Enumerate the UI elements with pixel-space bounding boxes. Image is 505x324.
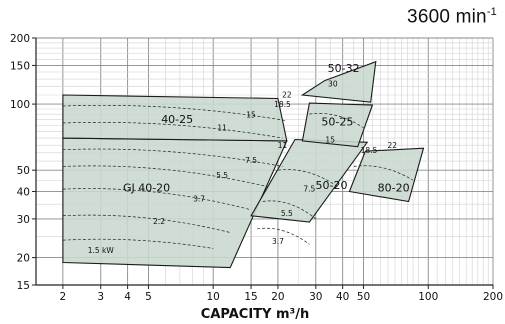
power-label: 15 bbox=[325, 135, 335, 144]
curve-50-20-b bbox=[262, 200, 317, 220]
x-tick-label: 2 bbox=[60, 291, 67, 303]
y-tick-label: 20 bbox=[17, 253, 30, 265]
speed-value: 3600 min bbox=[407, 6, 487, 28]
x-tick-label: 100 bbox=[418, 291, 438, 303]
power-label: 18.5 bbox=[361, 146, 378, 155]
power-label: 18.5 bbox=[274, 100, 291, 109]
y-tick-label: 150 bbox=[10, 60, 30, 72]
region-50-25 bbox=[301, 102, 374, 148]
x-tick-label: 20 bbox=[271, 291, 284, 303]
x-tick-label: 4 bbox=[124, 291, 131, 303]
curve-50-25 bbox=[309, 113, 364, 129]
curve-1-5kw bbox=[62, 238, 214, 249]
power-label: 11 bbox=[278, 141, 288, 150]
region-40-25 bbox=[62, 94, 288, 142]
y-tick-label: 30 bbox=[17, 214, 30, 226]
power-label: 11 bbox=[217, 123, 227, 132]
x-tick-label: 40 bbox=[336, 291, 349, 303]
y-tick-label: 50 bbox=[17, 165, 30, 177]
labels: GJ 40-20 40-25 50-20 50-25 50-32 80-20 1.5 kW 2… bbox=[88, 62, 410, 255]
y-tick-label: 200 bbox=[10, 33, 30, 45]
region-label: 50-20 bbox=[316, 179, 348, 192]
curve-5-5kw bbox=[62, 165, 269, 188]
region-50-32 bbox=[300, 60, 377, 103]
curve-50-20-a bbox=[257, 227, 310, 245]
power-label: 5.5 bbox=[281, 209, 293, 218]
power-curves bbox=[62, 104, 414, 249]
y-tick-label: 40 bbox=[17, 186, 30, 198]
curve-7-5kw bbox=[62, 148, 283, 167]
y-tick-label: 15 bbox=[17, 280, 30, 292]
power-label: 30 bbox=[328, 80, 338, 89]
x-tick-label: 200 bbox=[483, 291, 503, 303]
region-label: 50-25 bbox=[321, 115, 353, 128]
power-label: 22 bbox=[282, 91, 292, 100]
region-80-20 bbox=[348, 147, 425, 203]
curve-50-20-c bbox=[277, 169, 339, 188]
y-tick-label: 100 bbox=[10, 99, 30, 111]
power-label: 3.7 bbox=[272, 237, 284, 246]
power-label: 22 bbox=[387, 141, 397, 150]
x-tick-label: 15 bbox=[244, 291, 257, 303]
x-axis-label: CAPACITY m³/h bbox=[201, 307, 309, 322]
power-label: 7.5 bbox=[245, 156, 257, 165]
curve-11kw bbox=[62, 121, 283, 139]
power-label: 15 bbox=[246, 110, 256, 119]
x-tick-label: 30 bbox=[309, 291, 322, 303]
x-tick-label: 5 bbox=[145, 291, 152, 303]
curve-3-7kw bbox=[62, 188, 252, 211]
region-label: 80-20 bbox=[378, 181, 410, 194]
pump-regions bbox=[62, 60, 425, 269]
x-tick-label: 3 bbox=[97, 291, 104, 303]
region-label: 40-25 bbox=[161, 113, 193, 126]
speed-unit-exponent: -1 bbox=[486, 6, 497, 18]
power-label: 3.7 bbox=[193, 195, 205, 204]
region-label: 50-32 bbox=[328, 62, 360, 75]
power-label: 2.2 bbox=[153, 217, 165, 226]
region-label: GJ 40-20 bbox=[123, 181, 170, 194]
power-label: 1.5 kW bbox=[88, 246, 115, 255]
speed-label: 3600 min-1 bbox=[407, 6, 497, 28]
power-label: 5.5 bbox=[216, 171, 228, 180]
power-label: 7.5 bbox=[303, 184, 315, 193]
axes: 15 20 30 40 50 100 150 200 2 3 4 5 10 15 20 30 40 50 100 20… bbox=[10, 33, 503, 303]
curve-80-20 bbox=[353, 165, 414, 181]
curve-15kw bbox=[62, 104, 287, 122]
x-tick-label: 50 bbox=[357, 291, 370, 303]
x-tick-label: 10 bbox=[207, 291, 220, 303]
